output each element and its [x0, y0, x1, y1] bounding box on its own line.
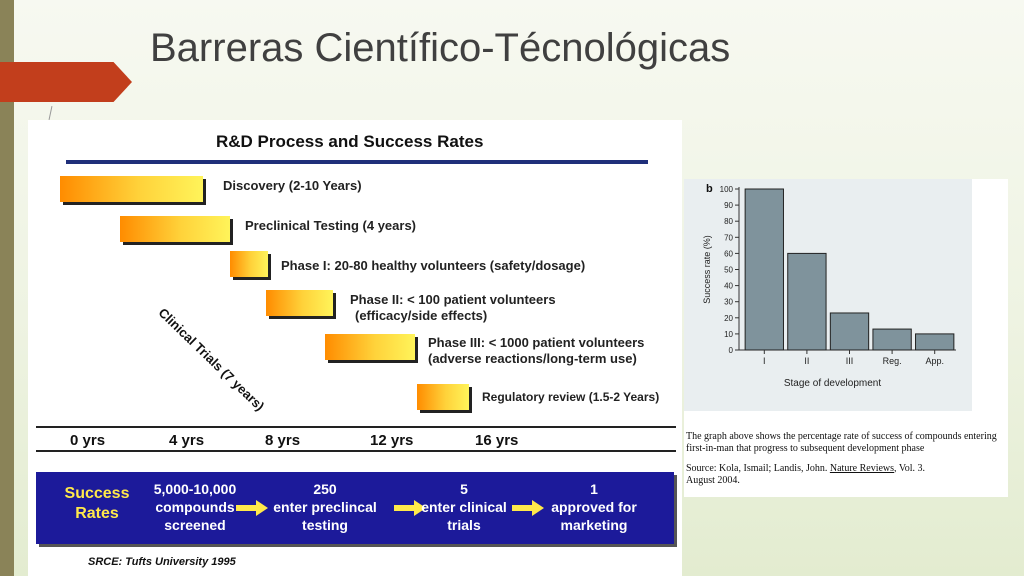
- caption-source-journal: Nature Reviews: [829, 463, 895, 474]
- timeline-8: 8 yrs: [265, 432, 301, 449]
- phase-label-preclinical: Preclinical Testing (4 years): [245, 218, 416, 233]
- item2-l3: trials: [447, 517, 481, 533]
- rd-source: SRCE: Tufts University 1995: [88, 556, 236, 568]
- item1-l3: testing: [302, 517, 348, 533]
- success-item-screened: 5,000-10,000 compounds screened: [142, 480, 248, 534]
- success-title-line2: Rates: [75, 505, 119, 522]
- slide-title: Barreras Científico-Técnológicas: [150, 26, 731, 70]
- success-rate-chart: b 0 10 20 30 40 50 60 70 80 90 100 Success rate (%) I…: [702, 183, 956, 389]
- x-tick-label: I: [763, 356, 766, 366]
- item1-l1: 250: [313, 481, 337, 497]
- timeline-top-rule: [36, 426, 676, 428]
- phase3-line1: Phase III: < 1000 patient volunteers: [428, 335, 645, 350]
- bar-Reg.: [872, 328, 912, 351]
- x-tick-label: App.: [925, 356, 944, 366]
- phase3-line2: (adverse reactions/long-term use): [428, 351, 637, 366]
- caption-source-date: August 2004.: [686, 475, 740, 486]
- chart-caption: The graph above shows the percentage rat…: [686, 431, 1008, 487]
- y-tick-label: 100: [720, 185, 734, 194]
- arrow-right-icon: [512, 500, 544, 516]
- decorative-line: [48, 106, 53, 120]
- item3-l3: marketing: [560, 517, 628, 533]
- chart-area: b 0 10 20 30 40 50 60 70 80 90 100 Success rate (%) I…: [684, 179, 972, 411]
- phase2-line1: Phase II: < 100 patient volunteers: [350, 292, 556, 307]
- y-tick-label: 90: [724, 201, 733, 210]
- caption-source: Source: Kola, Ismail; Landis, John. Natu…: [686, 463, 1008, 487]
- item0-l2: compounds: [155, 499, 235, 515]
- item1-l2: enter preclincal: [273, 499, 377, 515]
- heading-rule: [66, 160, 648, 164]
- timeline-0: 0 yrs: [70, 432, 106, 449]
- timeline-16: 16 yrs: [475, 432, 519, 449]
- caption-source-suffix: , Vol. 3.: [894, 463, 926, 474]
- rd-heading: R&D Process and Success Rates: [216, 132, 484, 151]
- arrow-right-icon: [394, 500, 426, 516]
- phase-bar-phase1: [230, 251, 268, 277]
- bar-App.: [915, 333, 955, 351]
- phase-bar-discovery: [60, 176, 203, 202]
- y-tick-label: 40: [724, 282, 733, 291]
- y-tick-label: 50: [724, 266, 733, 275]
- success-item-preclinical: 250 enter preclincal testing: [262, 480, 388, 534]
- item0-l1: 5,000-10,000: [153, 481, 237, 497]
- panel-letter: b: [706, 183, 713, 195]
- y-tick-label: 10: [724, 330, 733, 339]
- phase-label-phase1: Phase I: 20-80 healthy volunteers (safet…: [281, 258, 586, 273]
- item3-l2: approved for: [551, 499, 637, 515]
- success-rates-title: Success Rates: [60, 484, 134, 524]
- success-item-approved: 1 approved for marketing: [542, 480, 646, 534]
- timeline-bottom-rule: [36, 450, 676, 452]
- success-item-clinical: 5 enter clinical trials: [412, 480, 516, 534]
- timeline-4: 4 yrs: [169, 432, 205, 449]
- phase-label-phase2: Phase II: < 100 patient volunteers (effi…: [350, 292, 556, 324]
- bar-III: [829, 312, 870, 351]
- phase-label-regulatory: Regulatory review (1.5-2 Years): [482, 390, 660, 404]
- bar-I: [744, 188, 784, 351]
- phase-label-discovery: Discovery (2-10 Years): [223, 178, 362, 193]
- phase-bar-phase2: [266, 290, 333, 316]
- arrow-right-icon: [236, 500, 268, 516]
- y-tick-label: 30: [724, 298, 733, 307]
- caption-text: The graph above shows the percentage rat…: [686, 431, 997, 454]
- y-tick-label: 80: [724, 217, 733, 226]
- success-rate-chart-panel: b 0 10 20 30 40 50 60 70 80 90 100 Success rate (%) I…: [684, 179, 1008, 497]
- item2-l1: 5: [460, 481, 468, 497]
- y-tick-label: 0: [729, 346, 734, 355]
- phase-label-phase3: Phase III: < 1000 patient volunteers (ad…: [428, 335, 644, 367]
- phase2-line2: (efficacy/side effects): [355, 308, 488, 323]
- timeline-12: 12 yrs: [370, 432, 414, 449]
- y-tick-label: 20: [724, 314, 733, 323]
- clinical-trials-label: Clinical Trials (7 years): [155, 305, 268, 414]
- caption-source-prefix: Source: Kola, Ismail; Landis, John.: [686, 463, 830, 474]
- rd-process-figure: R&D Process and Success Rates Discovery …: [28, 120, 682, 576]
- y-tick-label: 70: [724, 233, 733, 242]
- x-tick-label: II: [804, 356, 809, 366]
- phase-bar-phase3: [325, 334, 415, 360]
- x-axis-label: Stage of development: [784, 378, 882, 389]
- item2-l2: enter clinical: [421, 499, 507, 515]
- item3-l1: 1: [590, 481, 598, 497]
- item0-l3: screened: [164, 517, 226, 533]
- x-tick-label: III: [846, 356, 854, 366]
- success-rates-box: Success Rates 5,000-10,000 compounds scr…: [36, 472, 674, 544]
- title-accent-arrow: [0, 62, 132, 102]
- phase-bar-preclinical: [120, 216, 230, 242]
- left-accent-strip: [0, 0, 14, 576]
- success-title-line1: Success: [64, 485, 130, 502]
- y-axis-label: Success rate (%): [702, 235, 712, 304]
- bar-II: [787, 252, 827, 351]
- y-tick-label: 60: [724, 249, 733, 258]
- x-tick-label: Reg.: [883, 356, 902, 366]
- phase-bar-regulatory: [417, 384, 469, 410]
